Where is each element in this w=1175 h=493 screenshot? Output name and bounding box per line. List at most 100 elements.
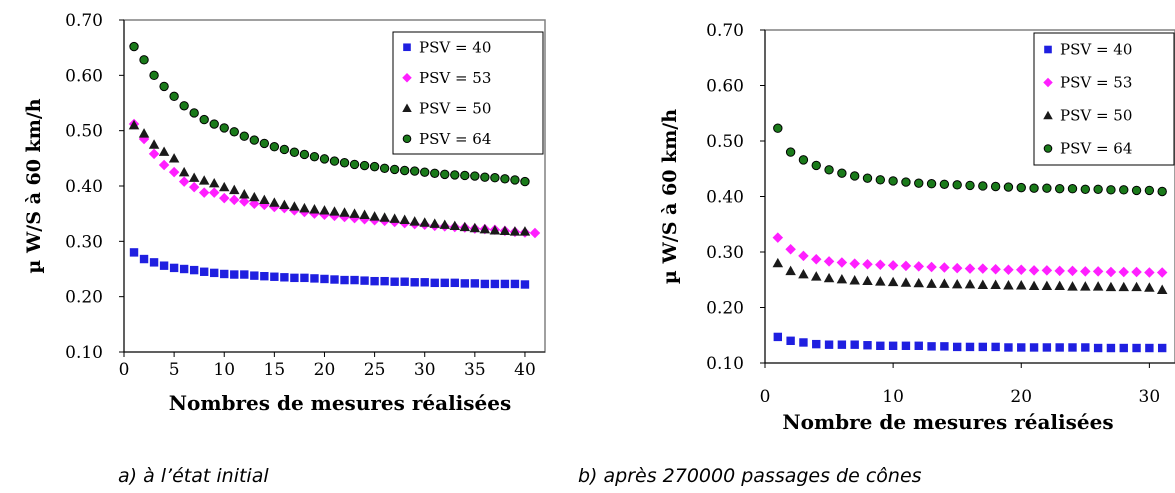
data-point [1003, 264, 1014, 276]
data-point [1055, 343, 1064, 352]
data-point [369, 161, 380, 172]
data-point [862, 275, 873, 286]
data-point [340, 275, 349, 285]
data-point [977, 279, 989, 289]
data-point [440, 278, 449, 288]
data-point [229, 194, 240, 206]
y-tick-label: 0.70 [706, 21, 744, 41]
data-point [888, 341, 898, 350]
legend-marker [403, 43, 411, 52]
data-point [1003, 182, 1014, 192]
data-point [1067, 184, 1078, 194]
data-point [1092, 266, 1104, 277]
data-point [939, 262, 950, 273]
data-point [250, 271, 259, 280]
legend-label: PSV = 50 [419, 99, 491, 117]
data-point [240, 270, 249, 279]
data-point [812, 339, 821, 349]
data-point [198, 187, 210, 198]
data-point [269, 197, 280, 207]
data-point [440, 169, 450, 180]
data-point [139, 55, 149, 65]
data-point [279, 144, 290, 155]
data-point [1106, 343, 1116, 353]
data-point [862, 173, 873, 183]
data-point [914, 178, 924, 188]
data-point [862, 258, 873, 270]
x-tick-label: 10 [213, 360, 235, 380]
data-point [208, 187, 220, 198]
data-point [199, 114, 209, 125]
data-point [329, 206, 340, 216]
data-point [1093, 184, 1103, 194]
data-point [940, 342, 949, 351]
data-point [449, 220, 461, 231]
data-point [159, 81, 169, 92]
data-point [1004, 343, 1013, 352]
data-point [811, 160, 821, 171]
data-point [300, 273, 309, 283]
data-point [280, 273, 289, 282]
x-tick-label: 20 [314, 360, 336, 380]
data-point [410, 278, 419, 287]
data-point [1092, 281, 1104, 291]
data-point [289, 201, 300, 211]
data-point [229, 184, 240, 195]
data-point [773, 123, 783, 133]
data-point [260, 271, 269, 281]
legend-label: PSV = 40 [1060, 41, 1132, 59]
legend-marker [1043, 144, 1053, 153]
data-point [1080, 266, 1091, 277]
data-point [480, 172, 490, 182]
x-tick-label: 10 [882, 387, 904, 407]
data-point [823, 256, 835, 267]
data-point [823, 272, 835, 283]
legend-marker [1043, 77, 1053, 88]
legend-label: PSV = 64 [419, 130, 491, 148]
data-point [500, 174, 510, 184]
data-point [370, 276, 379, 286]
chart-a: 0.10 0.20 0.30 0.40 0.50 0.60 0.70 0 5 10 15 20 25 30… [23, 11, 546, 415]
data-point [837, 168, 847, 178]
series-circle [129, 41, 530, 187]
data-point [249, 135, 260, 145]
data-point [349, 208, 360, 218]
data-point [168, 166, 180, 178]
y-tick-label: 0.20 [706, 299, 744, 319]
data-point [128, 119, 140, 130]
legend-marker [402, 103, 412, 113]
data-point [158, 146, 170, 156]
data-point [479, 223, 491, 234]
caption-b: b) après 270000 passages de cônes [578, 465, 922, 487]
data-point [270, 272, 279, 281]
data-point [1054, 280, 1065, 291]
data-point [239, 189, 250, 199]
data-point [901, 341, 911, 350]
legend-marker [402, 134, 412, 144]
legend-label: PSV = 40 [419, 38, 491, 56]
data-point [863, 341, 872, 350]
data-point [290, 273, 299, 283]
data-point [309, 203, 320, 214]
data-point [209, 119, 219, 129]
data-point [199, 267, 209, 276]
data-point [1105, 281, 1117, 292]
data-point [990, 263, 1001, 275]
data-point [359, 160, 370, 171]
data-point [785, 243, 796, 255]
x-tick-label: 15 [264, 360, 286, 380]
data-point [179, 101, 189, 111]
data-point [811, 253, 822, 265]
legend-label: PSV = 53 [1060, 74, 1132, 92]
data-point [939, 278, 950, 288]
data-point [198, 175, 210, 185]
y-tick-label: 0.70 [65, 11, 103, 31]
data-point [1041, 280, 1053, 291]
x-tick-label: 25 [364, 360, 386, 380]
data-point [169, 91, 179, 102]
legend: PSV = 40 PSV = 53 PSV = 50 PSV = 64 [392, 31, 544, 155]
data-point [360, 276, 369, 285]
data-point [359, 209, 370, 219]
data-point [1017, 343, 1026, 352]
data-point [1041, 265, 1053, 276]
